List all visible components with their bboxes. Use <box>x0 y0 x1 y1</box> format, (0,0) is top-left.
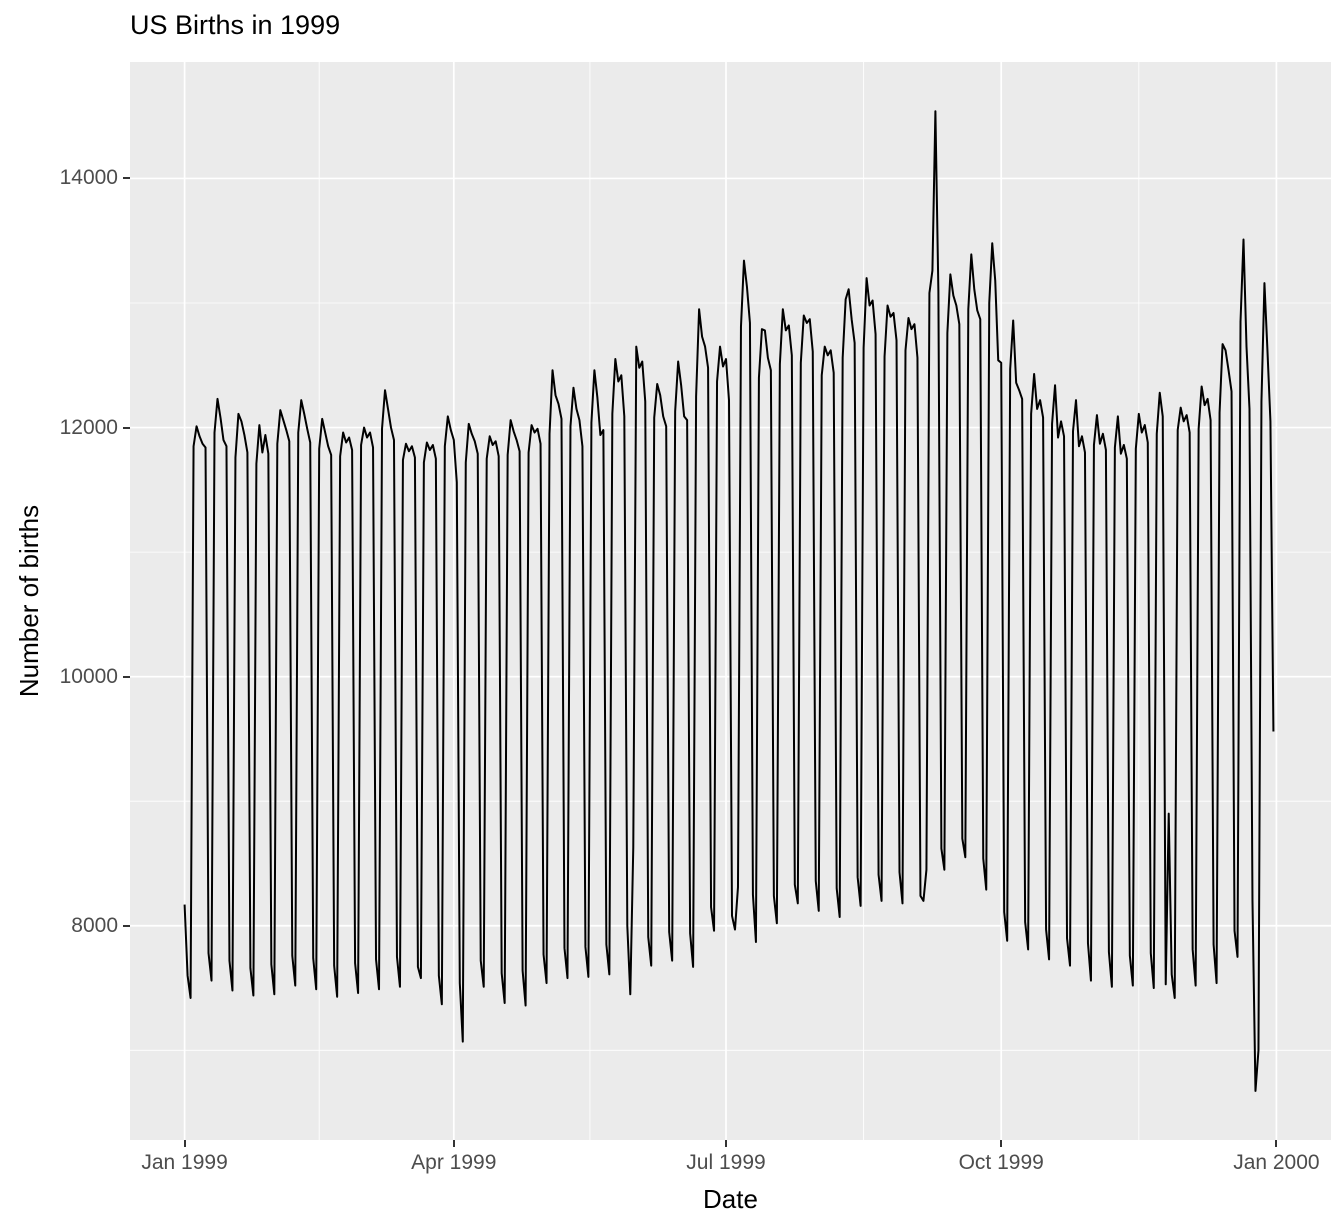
y-tick-mark <box>123 924 130 927</box>
x-tick-mark <box>725 1140 727 1147</box>
y-tick-label: 12000 <box>59 415 118 439</box>
x-tick-mark <box>1275 1140 1278 1147</box>
y-tick-label: 8000 <box>71 913 118 937</box>
x-tick-label: Jan 1999 <box>141 1151 228 1174</box>
births-line <box>183 110 1275 1092</box>
x-tick-label: Jul 1999 <box>686 1151 766 1174</box>
x-axis-title: Date <box>703 1184 758 1214</box>
x-tick-mark <box>452 1140 455 1147</box>
y-tick-mark <box>123 675 130 678</box>
y-tick-label: 10000 <box>59 664 118 688</box>
x-tick-label: Oct 1999 <box>958 1151 1044 1174</box>
y-tick-mark <box>123 426 130 429</box>
y-tick-label: 14000 <box>59 166 118 190</box>
x-tick-label: Apr 1999 <box>411 1151 497 1174</box>
x-tick-mark <box>183 1140 186 1147</box>
x-tick-label: Jan 2000 <box>1233 1151 1320 1174</box>
chart-canvas <box>130 62 1331 1140</box>
plot-panel <box>130 62 1331 1140</box>
y-tick-mark <box>123 177 130 180</box>
x-tick-mark <box>1000 1140 1003 1147</box>
chart-title: US Births in 1999 <box>130 10 341 40</box>
